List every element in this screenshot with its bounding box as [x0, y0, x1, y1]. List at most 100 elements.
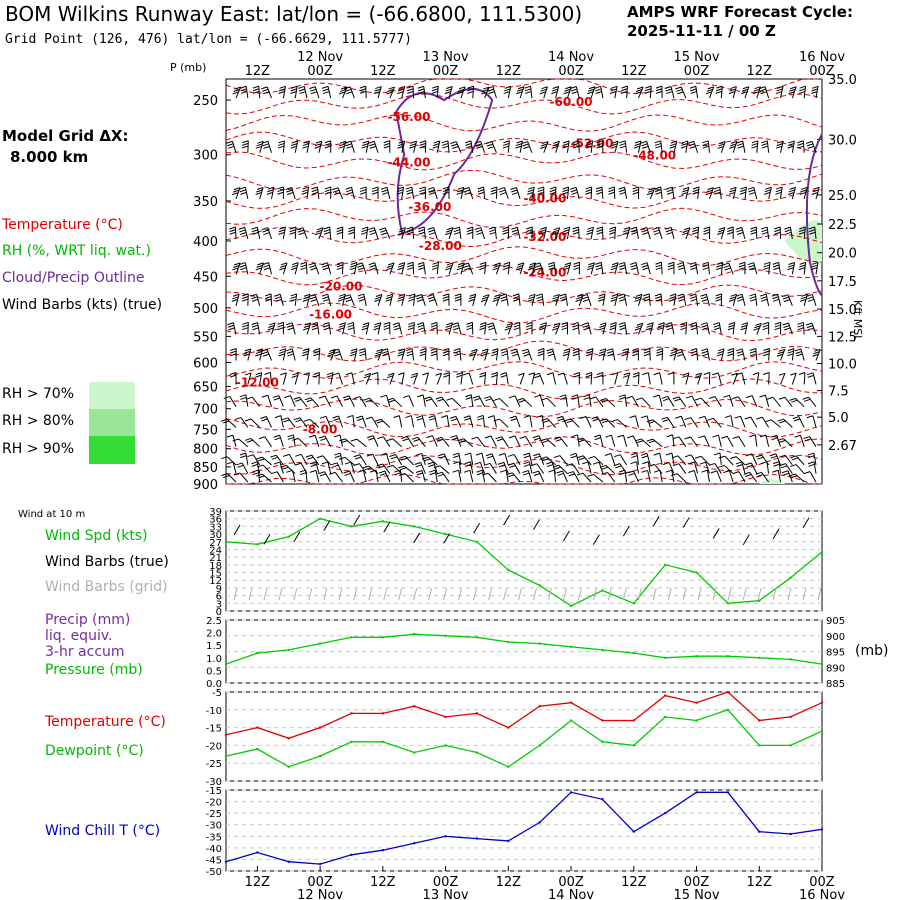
wind-barb-staff	[678, 463, 687, 474]
wind-barb	[506, 472, 521, 483]
wind-barb-flag	[548, 267, 555, 271]
wind-barb-flag	[486, 143, 493, 147]
wind-barb-staff	[671, 322, 675, 335]
wind-barb	[690, 322, 699, 335]
wind-barb-flag	[350, 438, 358, 442]
wind-barb-staff	[555, 227, 561, 240]
wind-barb-flag	[586, 140, 593, 144]
wind-barb-flag	[347, 327, 355, 331]
temperature-contour	[225, 93, 823, 115]
wind-barb-staff	[432, 294, 438, 307]
wind-barb-flag	[458, 262, 465, 266]
wind-barb	[463, 372, 474, 385]
wind-barb	[311, 322, 320, 335]
wind-barb-staff	[543, 86, 548, 99]
wind-barb-staff	[338, 372, 344, 385]
wind-barb	[747, 262, 758, 275]
wind-barb	[389, 454, 403, 466]
wind-barb-flag	[619, 140, 626, 144]
wind-barb-staff	[612, 348, 616, 361]
wind-barb	[343, 395, 355, 407]
wind-barb-flag	[806, 415, 814, 419]
wind-barb-flag	[445, 264, 453, 268]
pressure-series-point	[726, 655, 730, 658]
windchill-panel-tick-label: -15	[206, 786, 222, 797]
wind-barb	[516, 86, 525, 99]
wind-barb-staff	[647, 372, 651, 385]
temperature-contour	[225, 207, 823, 229]
wind-barb	[229, 371, 237, 385]
wind-barb	[398, 465, 414, 474]
wind-barb-staff	[446, 415, 450, 428]
temperature-series-point	[475, 712, 479, 715]
wind-barb	[773, 461, 781, 474]
wind-barb-flag	[688, 143, 695, 147]
wind-barb	[239, 186, 249, 200]
wind-barb-flag	[648, 420, 656, 424]
wind-barb-flag	[789, 473, 796, 477]
wind-barb-flag	[271, 456, 278, 460]
wind-barb-flag	[359, 191, 367, 195]
wind-barb-flag	[598, 293, 606, 297]
height-label: 12.5	[828, 330, 857, 345]
wind-barb-flag	[572, 142, 579, 146]
grid-wind-barb	[577, 587, 582, 601]
wind-barb-staff	[815, 187, 820, 200]
wind-barb-staff	[422, 394, 426, 407]
wind-panel-tick-label: 36	[209, 515, 222, 526]
wind-barb	[702, 140, 710, 153]
pressure-series-point	[381, 636, 385, 639]
wind-barb-staff	[636, 461, 639, 474]
wind-barb-flag	[779, 463, 786, 467]
pressure-units-label: (mb)	[855, 643, 889, 659]
wind-barb-flag	[307, 456, 314, 460]
wind-barb-flag	[435, 436, 442, 440]
wind-barb-flag	[750, 353, 757, 357]
wind-barb-staff	[755, 348, 758, 361]
wind-barb-flag	[540, 88, 547, 92]
wind-barb	[667, 371, 675, 385]
wind-barb-flag	[499, 192, 507, 196]
wind-barb	[646, 438, 663, 448]
wind-barb	[576, 437, 592, 448]
wind-barb-flag	[751, 145, 758, 149]
temperature-series-point	[413, 705, 416, 708]
wind-barb	[731, 372, 738, 385]
wind-barb-flag	[321, 262, 328, 266]
wind-barb	[682, 227, 691, 240]
wind-barb-flag	[437, 473, 444, 477]
temperature-series-point	[444, 715, 447, 719]
wind-barb-flag	[261, 351, 269, 355]
wind-barb	[521, 141, 533, 153]
wind-barb-flag	[484, 435, 492, 439]
wind-barb-flag	[321, 293, 328, 297]
wind-barb	[761, 226, 770, 240]
wind-barb-flag	[397, 232, 405, 236]
wind-barb-flag	[634, 91, 642, 95]
wind-barb-flag	[636, 322, 644, 326]
wind-barb-staff	[600, 262, 604, 275]
wind-barb	[475, 452, 486, 465]
wind-panel-tick-label: 18	[209, 561, 222, 572]
wind-barb-flag	[267, 189, 274, 193]
wind-barb-flag	[258, 458, 265, 462]
wind-barb-flag	[811, 192, 818, 195]
wind-barb-flag	[287, 192, 294, 195]
wind-barb	[708, 462, 722, 474]
wind-barb-flag	[771, 437, 778, 441]
wind-barb	[701, 469, 710, 483]
wind-barb-flag	[577, 455, 584, 459]
temperature-contour	[225, 284, 823, 304]
wind-barb-flag	[519, 436, 526, 439]
wind-barb	[463, 415, 474, 428]
wind-barb-flag	[339, 322, 346, 326]
precip-tick-label: 1.5	[206, 641, 222, 652]
temperature-contour	[225, 454, 823, 476]
wind-barb-flag	[790, 455, 797, 459]
wind-barb-staff	[330, 349, 336, 361]
wind-barb	[409, 140, 418, 153]
wind-barb-flag	[762, 353, 770, 357]
wind-barb-staff	[459, 348, 462, 361]
wind-barb	[595, 261, 604, 275]
top-time-tick-label: 00Z	[558, 64, 584, 79]
